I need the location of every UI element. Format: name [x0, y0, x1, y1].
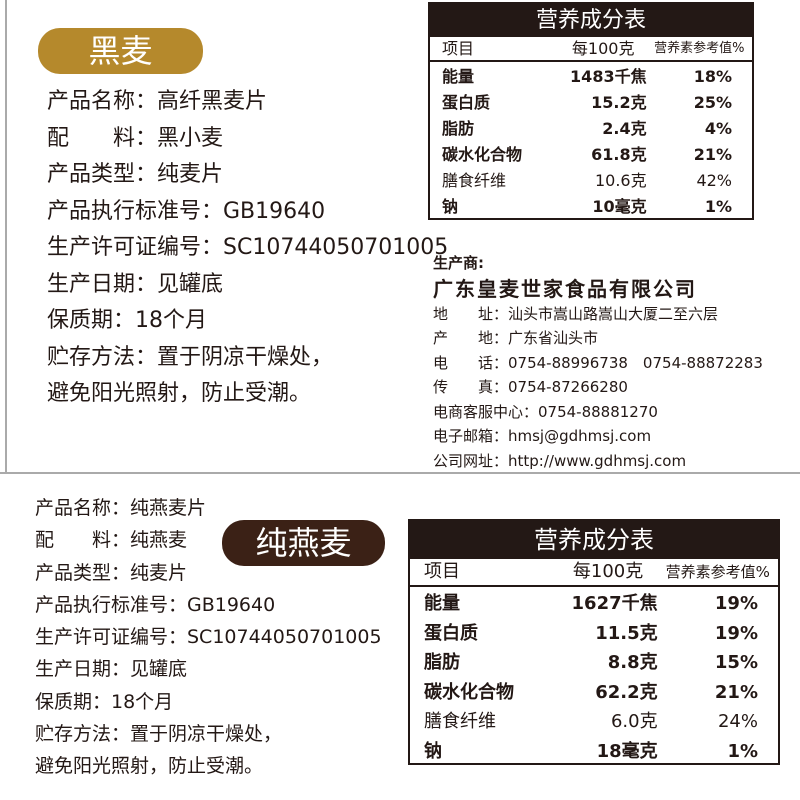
nrv-percent: 4% — [704, 119, 732, 138]
table-row: 碳水化合物 61.8克 21% — [442, 142, 752, 168]
nrv-percent: 21% — [693, 145, 732, 164]
table-title: 营养成分表 — [430, 4, 752, 37]
nutrient-name: 钠 — [442, 197, 459, 216]
info-line: 产品名称：高纤黑麦片 — [47, 89, 268, 114]
info-line: 产品类型：纯麦片 — [47, 162, 224, 187]
table-header-row: 项目 每100克 营养素参考值% — [430, 37, 752, 62]
info-line: 配 料：黑小麦 — [47, 125, 224, 151]
table-row: 蛋白质 15.2克 25% — [442, 90, 752, 116]
nutrient-name: 膳食纤维 — [424, 711, 496, 732]
amount-per-100g: 15.2克 — [591, 93, 647, 112]
nrv-percent: 1% — [727, 740, 758, 762]
info-line: 生产日期：见罐底 — [35, 658, 188, 681]
nrv-percent: 42% — [696, 171, 732, 190]
nrv-percent: 19% — [714, 593, 758, 614]
divider-vertical — [5, 0, 7, 472]
nutrient-name: 钠 — [424, 740, 442, 762]
table-row: 碳水化合物 62.2克 21% — [424, 678, 778, 708]
table-row: 钠 18毫克 1% — [424, 737, 778, 767]
email[interactable]: 电子邮箱：hmsj@gdhmsj.com — [433, 427, 652, 445]
amount-per-100g: 6.0克 — [610, 711, 658, 732]
info-line: 产品执行标准号：GB19640 — [35, 593, 276, 616]
oat-badge: 纯燕麦 — [222, 520, 385, 566]
nutrient-name: 蛋白质 — [424, 622, 478, 644]
table-row: 蛋白质 11.5克 19% — [424, 619, 778, 649]
col-header: 项目 — [424, 561, 460, 582]
table-row: 脂肪 8.8克 15% — [424, 648, 778, 678]
nrv-percent: 19% — [714, 622, 758, 644]
info-line: 避免阳光照射，防止受潮。 — [35, 755, 264, 778]
website[interactable]: 公司网址：http://www.gdhmsj.com — [433, 451, 687, 470]
amount-per-100g: 10毫克 — [592, 197, 647, 216]
info-line: 保质期：18个月 — [35, 690, 174, 713]
nutrient-name: 脂肪 — [442, 119, 475, 138]
table-title: 营养成分表 — [410, 521, 778, 559]
nrv-percent: 25% — [693, 93, 732, 112]
info-line: 保质期：18个月 — [47, 308, 207, 333]
divider-horizontal — [0, 472, 800, 474]
oat-nutrition-table: 营养成分表 项目 每100克 营养素参考值% 能量 1627千焦 19% 蛋白质 11.… — [408, 519, 780, 765]
nrv-percent: 1% — [704, 197, 732, 216]
nutrient-name: 脂肪 — [424, 652, 460, 673]
table-row: 膳食纤维 6.0克 24% — [424, 707, 778, 737]
amount-per-100g: 10.6克 — [594, 171, 647, 190]
info-line: 配 料：纯燕麦 — [35, 529, 188, 552]
nutrient-name: 能量 — [442, 67, 475, 86]
info-line: 生产日期：见罐底 — [47, 271, 224, 297]
nutrient-name: 膳食纤维 — [442, 171, 507, 190]
nrv-percent: 24% — [717, 711, 758, 732]
rye-nutrition-table: 营养成分表 项目 每100克 营养素参考值% 能量 1483千焦 18% 蛋白质 15.… — [428, 2, 754, 220]
manufacturer-label: 生产商: — [433, 254, 484, 272]
oat-info: 产品名称：纯燕麦片 配 料：纯燕麦 产品类型：纯麦片 产品执行标准号：GB196… — [35, 492, 382, 783]
table-row: 能量 1483千焦 18% — [442, 64, 752, 90]
info-line: 避免阳光照射，防止受潮。 — [47, 381, 312, 406]
table-row: 钠 10毫克 1% — [442, 194, 752, 220]
rye-badge: 黑麦 — [38, 28, 203, 74]
amount-per-100g: 11.5克 — [595, 622, 658, 644]
info-line: 生产许可证编号：SC10744050701005 — [35, 626, 382, 649]
amount-per-100g: 61.8克 — [591, 145, 647, 164]
rye-info: 产品名称：高纤黑麦片 配 料：黑小麦 产品类型：纯麦片 产品执行标准号：GB19… — [47, 84, 448, 413]
nrv-percent: 18% — [693, 67, 732, 86]
nrv-percent: 15% — [714, 652, 758, 673]
col-header: 每100克 — [571, 39, 635, 58]
nutrient-name: 碳水化合物 — [424, 681, 514, 703]
col-header: 项目 — [442, 39, 475, 58]
info-line: 产品名称：纯燕麦片 — [35, 497, 207, 519]
col-header: 每100克 — [572, 561, 644, 582]
amount-per-100g: 62.2克 — [595, 681, 658, 703]
info-line: 产品类型：纯麦片 — [35, 561, 188, 584]
info-line: 产品执行标准号：GB19640 — [47, 198, 326, 224]
nrv-percent: 21% — [714, 681, 758, 703]
info-line: 贮存方法：置于阴凉干燥处， — [47, 344, 334, 370]
amount-per-100g: 8.8克 — [607, 652, 658, 673]
info-line: 贮存方法：置于阴凉干燥处， — [35, 723, 283, 746]
amount-per-100g: 18毫克 — [596, 740, 658, 762]
col-header: 营养素参考值% — [665, 563, 770, 581]
col-header: 营养素参考值% — [654, 41, 745, 56]
table-row: 能量 1627千焦 19% — [424, 589, 778, 619]
fax: 传 真：0754-87266280 — [433, 378, 628, 396]
info-line: 生产许可证编号：SC10744050701005 — [47, 235, 449, 260]
table-header-row: 项目 每100克 营养素参考值% — [410, 559, 778, 587]
amount-per-100g: 1483千焦 — [570, 67, 647, 86]
manufacturer-info: 生产商: 广东皇麦世家食品有限公司 地 址：汕头市嵩山路嵩山大厦二至六层 产 地… — [433, 251, 763, 473]
nutrient-name: 碳水化合物 — [442, 145, 523, 164]
table-row: 脂肪 2.4克 4% — [442, 116, 752, 142]
origin: 产 地：广东省汕头市 — [433, 329, 599, 347]
nutrient-name: 能量 — [424, 593, 460, 614]
manufacturer-name: 广东皇麦世家食品有限公司 — [433, 276, 697, 301]
amount-per-100g: 2.4克 — [602, 119, 647, 138]
address: 地 址：汕头市嵩山路嵩山大厦二至六层 — [433, 304, 719, 323]
phone: 电 话：0754-88996738 0754-88872283 — [433, 353, 763, 372]
customer-service: 电商客服中心：0754-88881270 — [433, 402, 658, 421]
table-row: 膳食纤维 10.6克 42% — [442, 168, 752, 194]
amount-per-100g: 1627千焦 — [571, 593, 658, 614]
nutrient-name: 蛋白质 — [442, 93, 491, 112]
